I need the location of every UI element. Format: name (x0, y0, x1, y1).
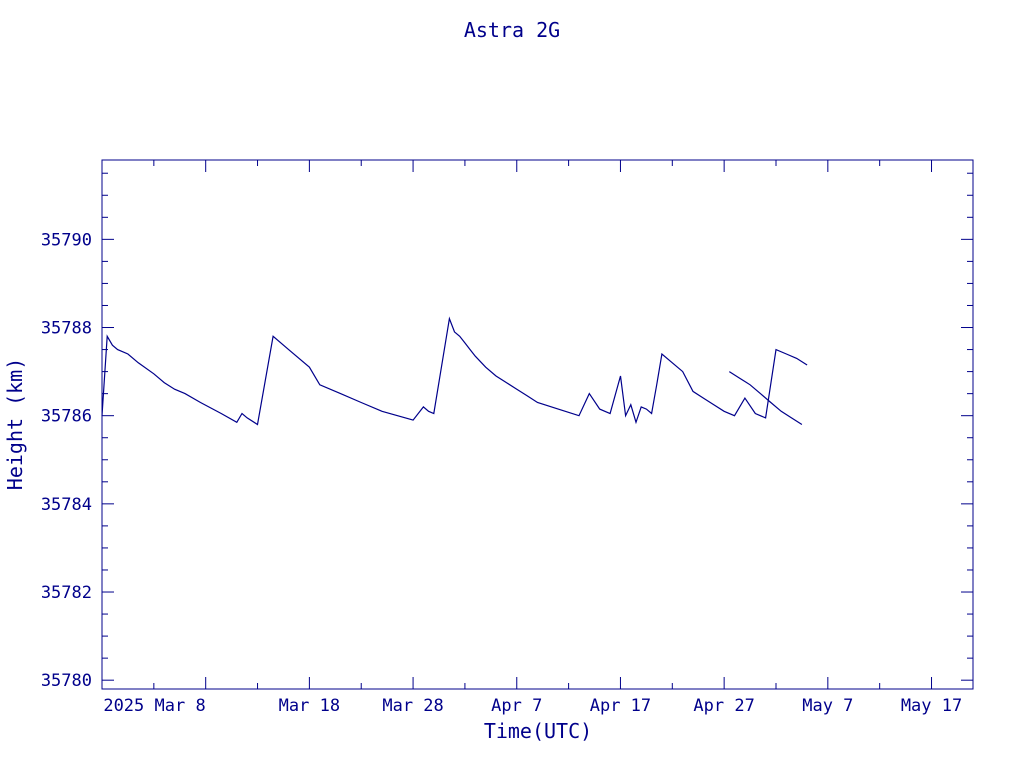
y-axis-label: Height (km) (3, 358, 27, 490)
y-tick-label: 35790 (41, 230, 92, 250)
x-tick-label: Mar 28 (382, 696, 443, 716)
plot-frame (101, 159, 974, 690)
x-axis: 2025 Mar 8 Mar 18 Mar 28 Apr 7 Apr 17 Apr 27 M… (101, 160, 962, 716)
x-axis-label: Time(UTC) (484, 719, 592, 743)
x-tick-label: Apr 17 (590, 696, 651, 716)
x-tick-label: May 7 (802, 696, 853, 716)
y-tick-label: 35786 (41, 407, 92, 427)
y-tick-label: 35788 (41, 319, 92, 339)
height-series-line (728, 371, 803, 426)
x-tick-label: May 17 (901, 696, 962, 716)
x-tick-label: 2025 Mar 8 (103, 696, 205, 716)
x-tick-label: Apr 27 (693, 696, 754, 716)
series-group (101, 316, 808, 426)
y-tick-label: 35780 (41, 671, 92, 691)
x-tick-label: Apr 7 (491, 696, 542, 716)
x-tick-label: Mar 18 (279, 696, 340, 716)
height-series-line (101, 316, 808, 426)
y-axis: 35780 35782 35784 35786 35788 35790 (41, 172, 973, 691)
y-tick-label: 35784 (41, 495, 92, 515)
y-tick-label: 35782 (41, 583, 92, 603)
chart-title: Astra 2G (464, 18, 560, 42)
